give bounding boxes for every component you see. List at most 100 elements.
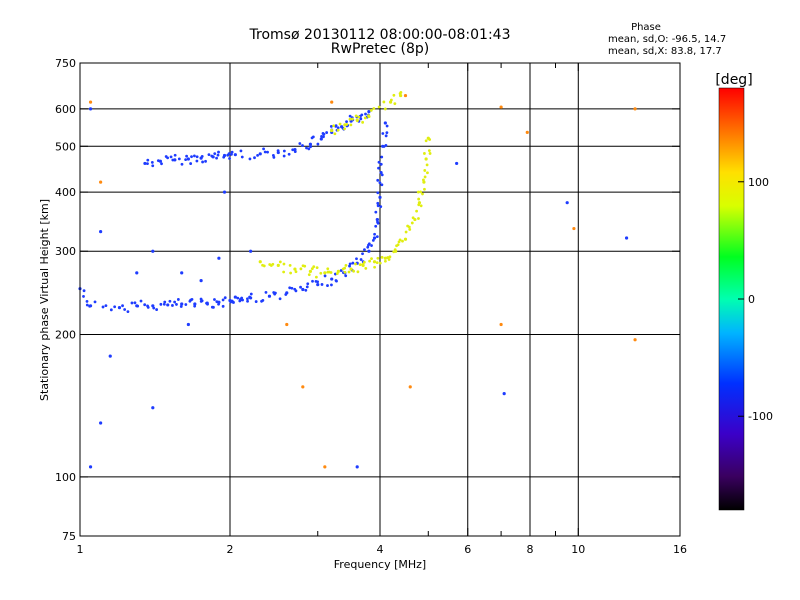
data-point bbox=[329, 271, 333, 274]
data-point bbox=[335, 279, 338, 283]
data-point bbox=[343, 270, 347, 274]
data-point bbox=[367, 249, 371, 253]
data-point bbox=[378, 181, 382, 185]
data-point bbox=[311, 279, 314, 283]
data-point bbox=[249, 292, 253, 296]
data-point bbox=[349, 123, 353, 127]
data-point bbox=[376, 191, 380, 195]
data-point bbox=[228, 157, 231, 160]
data-point bbox=[372, 260, 377, 264]
data-point bbox=[399, 93, 403, 98]
data-point bbox=[139, 299, 143, 303]
data-point bbox=[152, 306, 156, 310]
data-point bbox=[364, 267, 368, 270]
data-point bbox=[349, 267, 353, 271]
data-point bbox=[82, 289, 86, 293]
data-point bbox=[158, 159, 163, 163]
data-point bbox=[382, 100, 386, 104]
data-point bbox=[383, 256, 387, 260]
data-point bbox=[624, 236, 629, 240]
data-point bbox=[383, 107, 387, 111]
x-tick-label: 4 bbox=[377, 543, 384, 556]
data-point bbox=[231, 300, 235, 304]
data-point bbox=[384, 143, 388, 147]
data-point bbox=[143, 161, 147, 166]
data-point bbox=[377, 160, 381, 164]
chart-title: Tromsø 20130112 08:00:00-08:01:43 bbox=[249, 27, 511, 43]
data-point bbox=[355, 465, 359, 469]
data-point bbox=[633, 107, 637, 111]
data-point bbox=[370, 257, 373, 260]
y-tick-label: 600 bbox=[55, 103, 76, 116]
data-point bbox=[424, 139, 428, 143]
data-point bbox=[316, 142, 320, 146]
data-point bbox=[396, 243, 400, 247]
data-point bbox=[323, 271, 327, 275]
data-point bbox=[362, 260, 366, 264]
data-point bbox=[200, 299, 204, 303]
data-point bbox=[380, 255, 384, 259]
data-point bbox=[307, 147, 311, 151]
data-point bbox=[525, 130, 529, 134]
data-point bbox=[188, 299, 192, 303]
data-point bbox=[307, 273, 311, 277]
y-tick-label: 500 bbox=[55, 140, 76, 153]
data-point bbox=[173, 300, 177, 304]
data-point bbox=[352, 269, 356, 273]
data-point bbox=[146, 162, 149, 166]
data-points-layer bbox=[78, 90, 637, 469]
data-point bbox=[326, 284, 329, 287]
data-point bbox=[304, 288, 308, 292]
data-point bbox=[572, 226, 576, 231]
data-point bbox=[199, 279, 203, 283]
data-point bbox=[272, 155, 276, 159]
data-point bbox=[239, 149, 243, 153]
data-point bbox=[361, 252, 364, 256]
data-point bbox=[380, 183, 384, 187]
data-point bbox=[293, 150, 297, 154]
data-point bbox=[217, 302, 220, 306]
data-point bbox=[285, 322, 289, 327]
data-point bbox=[330, 128, 334, 133]
data-point bbox=[343, 127, 346, 131]
y-tick-label: 75 bbox=[62, 530, 76, 543]
data-point bbox=[378, 261, 382, 265]
data-point bbox=[171, 304, 174, 307]
data-point bbox=[221, 298, 225, 302]
data-point bbox=[383, 121, 387, 125]
data-point bbox=[276, 149, 280, 153]
data-point bbox=[424, 157, 428, 161]
data-point bbox=[261, 299, 265, 302]
data-point bbox=[376, 256, 380, 260]
data-point bbox=[417, 217, 420, 220]
data-point bbox=[367, 242, 371, 246]
data-point bbox=[99, 230, 103, 234]
data-point bbox=[195, 155, 199, 159]
data-point bbox=[278, 260, 282, 264]
data-point bbox=[213, 298, 216, 301]
data-point bbox=[383, 259, 387, 263]
data-point bbox=[193, 304, 197, 308]
data-point bbox=[99, 180, 103, 184]
data-point bbox=[427, 149, 431, 152]
data-point bbox=[339, 269, 343, 272]
data-point bbox=[323, 465, 327, 469]
data-point bbox=[323, 274, 327, 278]
data-point bbox=[309, 145, 313, 149]
data-point bbox=[372, 236, 377, 240]
data-point bbox=[301, 287, 305, 292]
data-point bbox=[423, 152, 426, 155]
data-point bbox=[410, 221, 414, 225]
data-point bbox=[248, 157, 252, 161]
data-point bbox=[230, 152, 233, 156]
data-point bbox=[117, 306, 122, 310]
data-point bbox=[381, 144, 385, 148]
data-point bbox=[291, 148, 295, 152]
data-point bbox=[85, 299, 89, 303]
data-point bbox=[293, 267, 297, 271]
data-point bbox=[385, 131, 389, 135]
data-point bbox=[217, 256, 221, 260]
data-point bbox=[374, 210, 378, 214]
data-point bbox=[351, 117, 354, 121]
data-point bbox=[177, 157, 181, 161]
